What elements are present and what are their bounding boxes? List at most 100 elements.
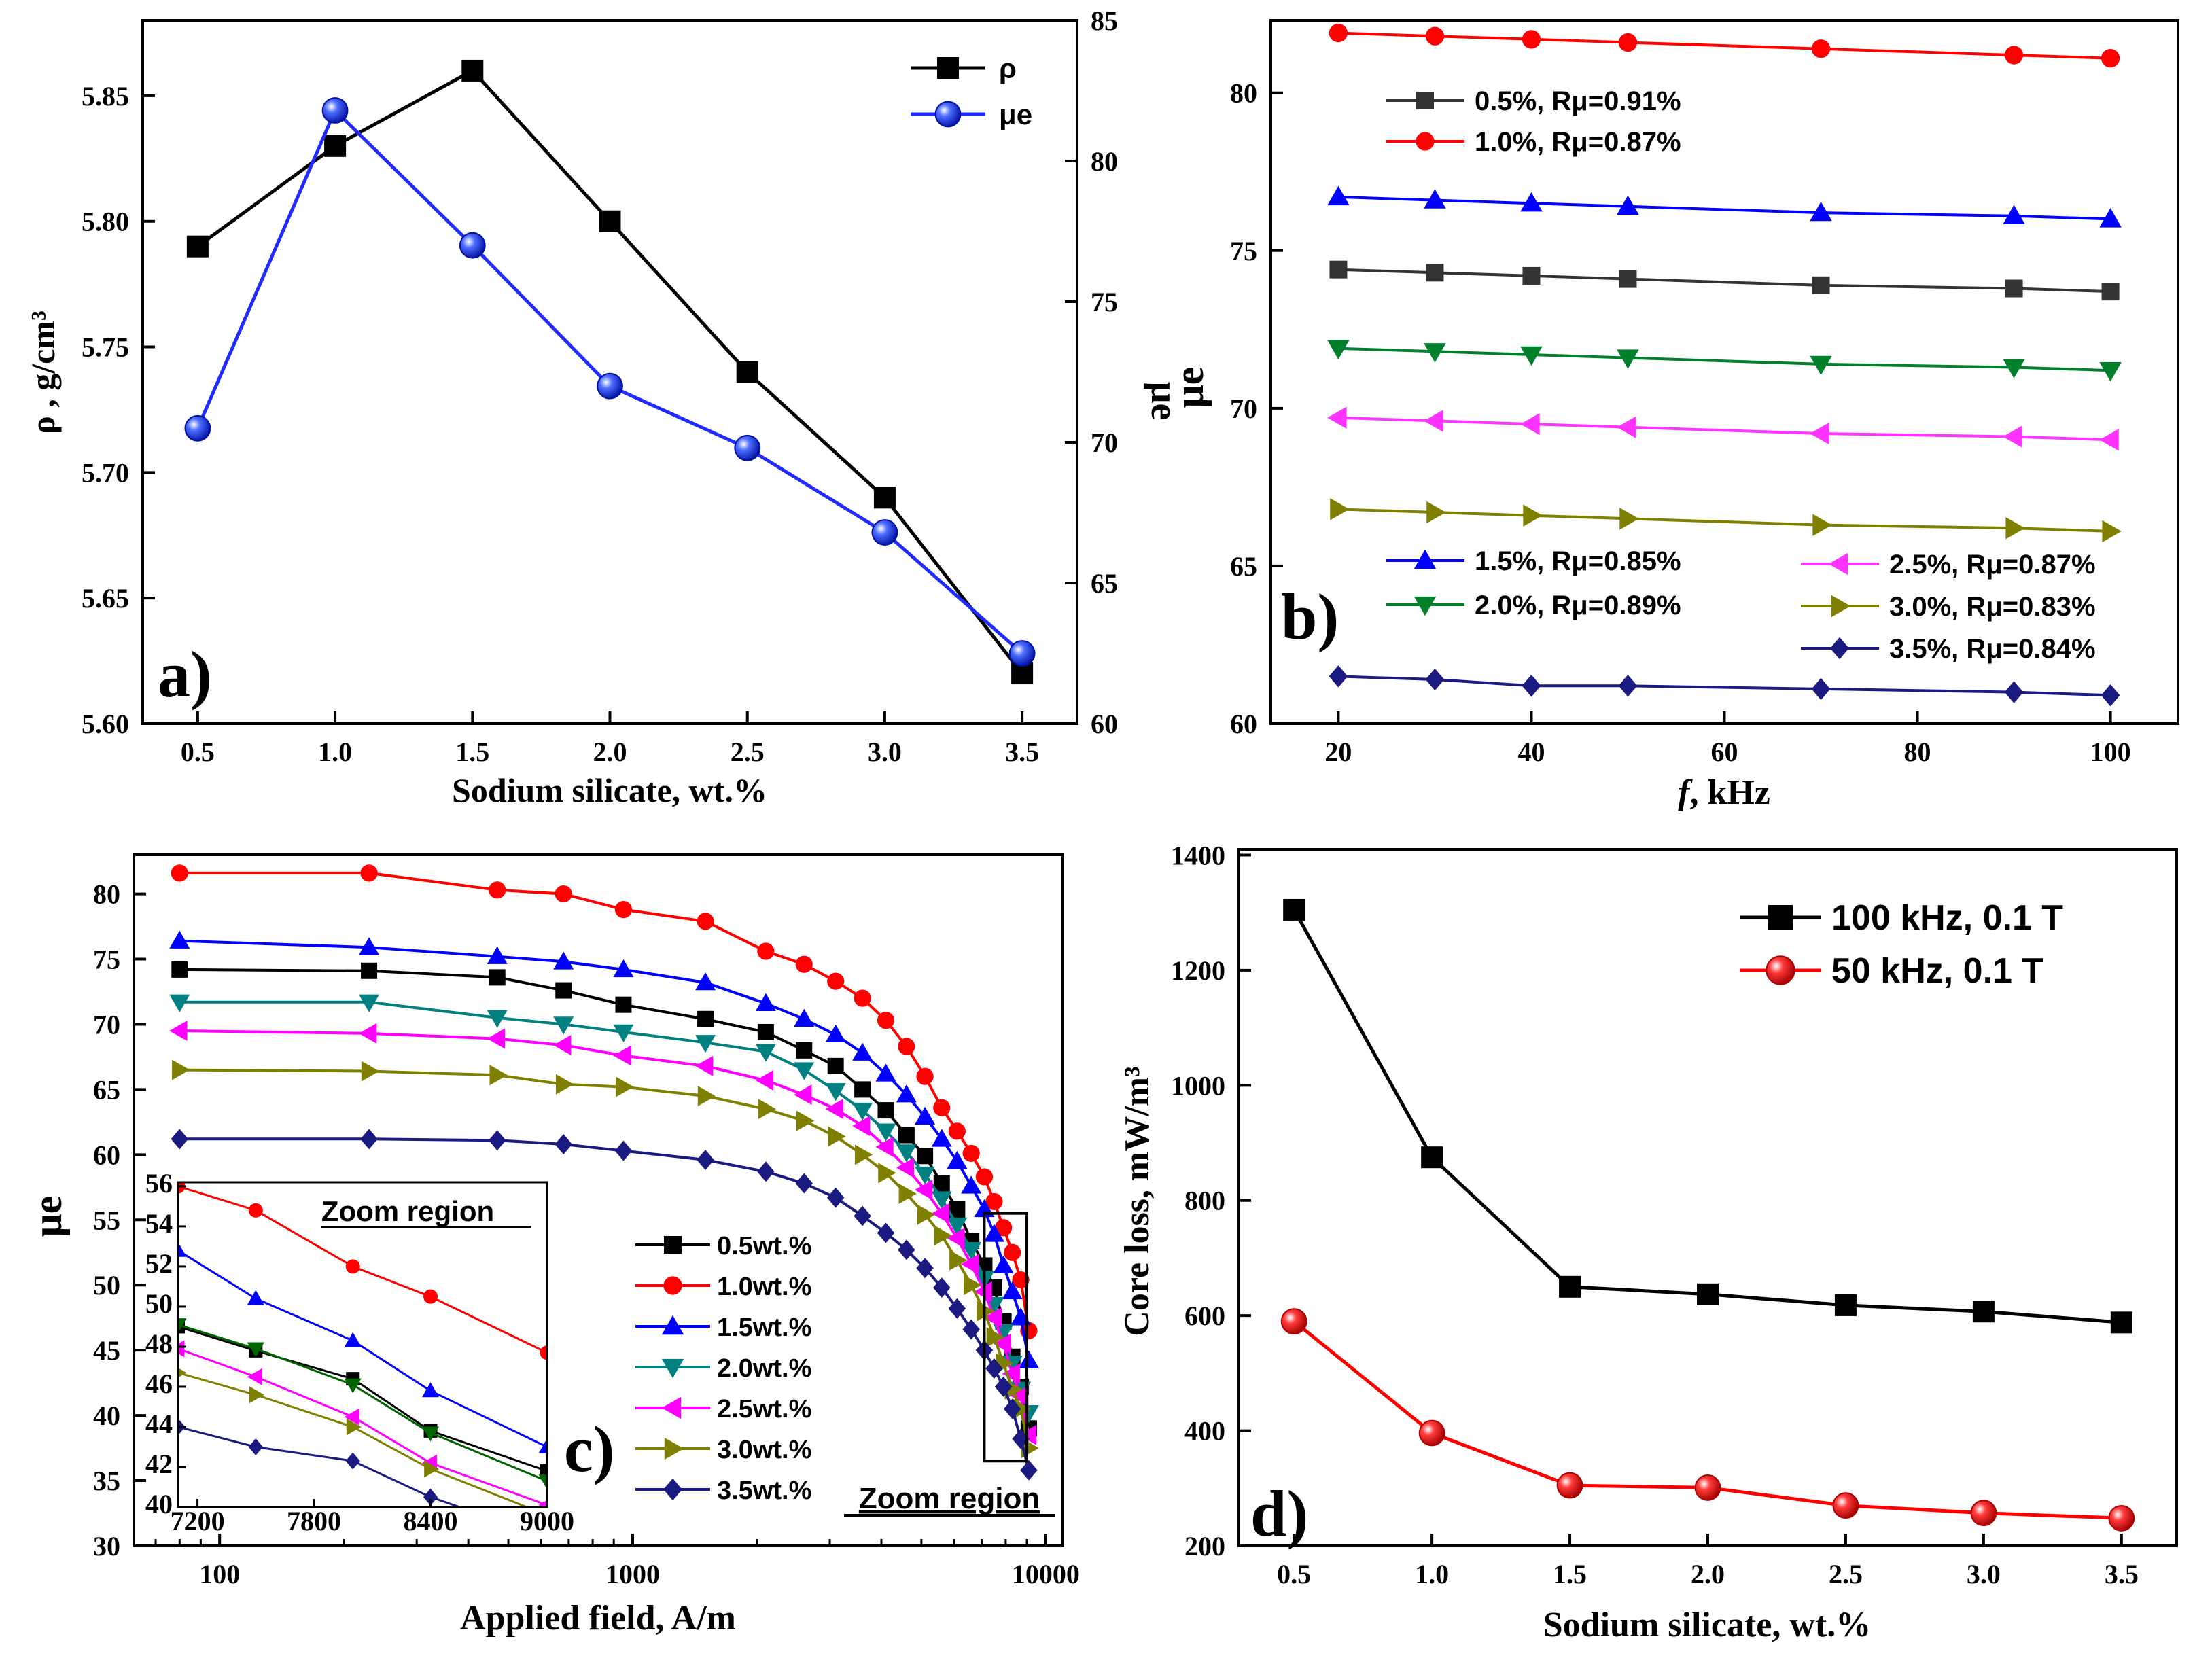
- panel-b-point: [2101, 49, 2120, 68]
- panel-c-legend-marker: [664, 1437, 684, 1460]
- panel-c-point: [947, 1228, 965, 1249]
- panel-b-legend-marker: [1828, 552, 1848, 576]
- panel-c-point: [1018, 1350, 1039, 1368]
- panel-c-legend-marker: [663, 1276, 682, 1295]
- panel-c-point: [489, 1065, 508, 1086]
- panel-b-series-line-6: [1338, 675, 2111, 697]
- panel-c-legend: 0.5wt.% 1.0wt.% 1.5wt.% 2.0wt.% 2.5wt.% 3.0wt…: [635, 1232, 811, 1505]
- panel-a-point: [734, 434, 761, 461]
- inset-y-tick-label: 46: [145, 1368, 173, 1399]
- panel-a-left-tick-label: 5.85: [82, 81, 129, 111]
- panel-c-point: [613, 959, 634, 978]
- panel-c-point: [1003, 1398, 1021, 1419]
- panel-c-point: [553, 1035, 572, 1056]
- panel-b-point: [1810, 201, 1832, 222]
- panel-b-point: [1424, 189, 1446, 209]
- panel-c-point: [875, 1123, 896, 1142]
- panel-c-y-tick-label: 50: [93, 1270, 120, 1301]
- inset-plot-area: [178, 1182, 547, 1507]
- panel-c-point: [877, 1222, 895, 1243]
- inset-point: [540, 1464, 547, 1478]
- inset-y-tick-label: 40: [145, 1489, 173, 1519]
- panel-c-point: [986, 1326, 1004, 1347]
- panel-b-point: [2005, 279, 2023, 298]
- panel-b-point: [2005, 516, 2025, 540]
- panel-b-x-tick-label: 100: [2090, 737, 2131, 767]
- panel-a-legend-label: ρ: [999, 52, 1017, 84]
- inset-point: [178, 1182, 186, 1194]
- panel-c-point: [916, 1258, 934, 1279]
- panel-c-point: [795, 1173, 813, 1194]
- panel-c-point: [852, 1116, 871, 1137]
- panel-c-point: [827, 1057, 844, 1074]
- panel-c-point: [963, 1275, 982, 1296]
- panel-a-point: [186, 235, 209, 258]
- panel-b-point: [2101, 283, 2120, 301]
- inset-point: [538, 1474, 547, 1490]
- panel-b-point: [1810, 422, 1829, 445]
- panel-b-legend-marker: [1831, 595, 1851, 618]
- panel-a-legend: ρ μe: [911, 52, 1032, 130]
- panel-a-series-line-0: [196, 68, 1024, 675]
- panel-b: 20 40 60 80 100 60 65 70 75 80 f, kHz μe b) 0.5%,…: [1167, 19, 2179, 812]
- panel-b-y-tick-label: 60: [1230, 709, 1257, 739]
- panel-d-legend: 100 kHz, 0.1 T 50 kHz, 0.1 T: [1740, 898, 2063, 991]
- panel-c-point: [898, 1127, 915, 1144]
- panel-d-y-tick-label: 1400: [1171, 840, 1225, 870]
- panel-c-point: [359, 1023, 377, 1044]
- panel-c-point: [755, 1069, 774, 1091]
- panel-b-series-line-3: [1338, 347, 2111, 372]
- panel-d-y-tick-label: 1000: [1171, 1070, 1225, 1101]
- panel-b-point: [2099, 361, 2122, 382]
- inset-frame: [177, 1181, 548, 1508]
- panel-c-point: [975, 1168, 994, 1186]
- panel-b-point: [1812, 514, 1832, 536]
- panel-b-legend-label: 1.5%, Rμ=0.85%: [1475, 546, 1681, 576]
- panel-c-point: [360, 1129, 378, 1150]
- inset-y-tick-label: 56: [145, 1168, 173, 1199]
- panel-c-legend-label: 3.5wt.%: [717, 1477, 811, 1505]
- panel-c-point: [794, 1062, 815, 1080]
- panel-c-point: [827, 972, 845, 990]
- panel-a-point: [184, 414, 211, 442]
- panel-b-point: [1619, 270, 1637, 288]
- panel-c-point: [947, 1217, 968, 1235]
- panel-a: 0.5 1.0 1.5 2.0 2.5 3.0 3.5 5.60 5.65 5.70 5.75 5.8…: [24, 5, 1185, 809]
- panel-c-point: [613, 1024, 634, 1042]
- panel-b-series-line-4: [1338, 416, 2111, 442]
- panel-a-point: [461, 59, 484, 82]
- panel-c-point: [359, 937, 380, 955]
- panel-c-point: [758, 1099, 776, 1120]
- inset-point: [178, 1368, 187, 1378]
- panel-a-x-tick-label: 3.5: [1005, 737, 1039, 767]
- panel-b-legend-label: 0.5%, Rμ=0.91%: [1475, 86, 1681, 116]
- panel-c-point: [796, 1110, 815, 1131]
- panel-b-letter: b): [1281, 580, 1339, 653]
- panel-c-point: [359, 994, 380, 1012]
- panel-c-point: [615, 996, 632, 1013]
- inset-y-tick-label: 52: [145, 1248, 173, 1279]
- panel-b-point: [1520, 412, 1540, 436]
- panel-c-y-tick-label: 45: [93, 1335, 120, 1366]
- panel-c-letter: c): [564, 1413, 615, 1485]
- inset-point: [248, 1438, 263, 1455]
- panel-c-inset: 7200 7800 8400 9000 40 42 44 46 48 50 52 54 56 Zoom …: [145, 1168, 574, 1536]
- panel-b-y-tick-label: 65: [1230, 551, 1257, 582]
- panel-b-x-tick-label: 80: [1904, 737, 1931, 767]
- panel-a-point: [597, 372, 623, 400]
- panel-c-point: [794, 1008, 815, 1027]
- panel-a-right-tick-label: 75: [1091, 287, 1118, 317]
- panel-c-point: [917, 1204, 936, 1225]
- panel-b-point: [1619, 508, 1639, 530]
- panel-c-point: [614, 1140, 633, 1161]
- panel-a-left-tick-label: 5.65: [82, 583, 129, 614]
- panel-c-point: [983, 1224, 1004, 1242]
- panel-b-point: [2099, 208, 2122, 228]
- panel-c-y-tick-label: 65: [93, 1074, 120, 1105]
- panel-a-point: [873, 487, 896, 509]
- panel-c-point: [169, 930, 190, 949]
- panel-c-y-tick-label: 35: [93, 1466, 120, 1496]
- inset-x-tick-label: 7800: [287, 1506, 341, 1536]
- panel-c-legend-marker: [661, 1396, 682, 1419]
